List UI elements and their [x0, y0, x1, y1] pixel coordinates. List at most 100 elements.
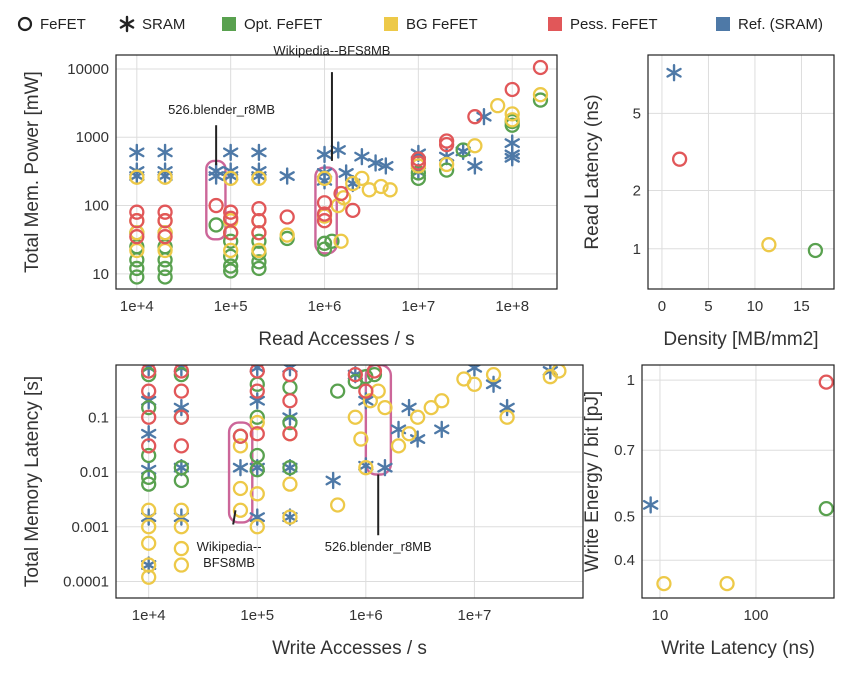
annotation-leader-line	[232, 510, 237, 525]
data-point-opt	[251, 254, 267, 270]
data-point-ref	[249, 392, 265, 410]
data-point-opt	[129, 260, 145, 277]
data-point-bg	[279, 227, 295, 243]
legend-label: Ref. (SRAM)	[738, 16, 823, 33]
data-point-opt	[223, 233, 239, 249]
data-point-bg	[223, 242, 239, 259]
data-point-pess	[223, 210, 239, 226]
data-point-opt	[129, 269, 145, 285]
data-point-pess	[141, 365, 157, 379]
data-point-ref	[354, 147, 370, 166]
data-point-pess	[282, 426, 298, 442]
data-point-opt	[532, 92, 549, 108]
data-point-bg	[390, 438, 407, 454]
data-point-ref	[251, 143, 267, 162]
data-point-ref	[338, 164, 354, 182]
legend-label: SRAM	[142, 16, 185, 33]
plot-area	[648, 55, 834, 289]
data-point-pess	[532, 59, 549, 76]
data-point-opt	[129, 252, 145, 268]
data-point-opt	[330, 383, 346, 399]
data-point-bg	[232, 438, 249, 454]
y-tick-label: 0.1	[88, 409, 109, 426]
data-point-opt	[251, 260, 267, 277]
x-tick-label: 1e+5	[240, 607, 274, 624]
x-axis-label: Write Latency (ns)	[661, 638, 815, 659]
data-point-pess	[129, 204, 145, 220]
data-point-opt	[282, 414, 298, 431]
data-point-bg	[409, 409, 426, 425]
data-point-pess	[438, 136, 455, 153]
data-point-opt	[807, 242, 824, 259]
y-tick-label: 0.4	[614, 552, 635, 569]
panel-latency-vs-write-accesses: 1e+4 1e+5 1e+6 1e+7 0.0001 0.001 0.01 0.1 Write …	[22, 364, 584, 659]
data-point-bg	[249, 519, 265, 535]
data-point-ref	[485, 375, 502, 393]
panel-read-latency-vs-density: 0 5 10 15 1 2 5 Density [MB/mm2] Read Latency (n…	[582, 54, 835, 350]
data-point-ref	[367, 154, 384, 172]
plot-area	[642, 365, 834, 598]
data-point-opt	[316, 235, 333, 251]
data-point-opt	[141, 399, 157, 416]
annotation-label: BFS8MB	[203, 555, 255, 570]
data-point-bg	[249, 486, 265, 502]
data-point-bg	[358, 460, 374, 476]
data-point-bg	[223, 170, 239, 187]
data-point-opt	[141, 476, 157, 492]
data-point-opt	[157, 252, 173, 268]
data-point-bg	[282, 509, 298, 525]
plot-frame	[115, 364, 584, 599]
plot-frame	[647, 54, 835, 290]
data-point-pess	[129, 213, 145, 229]
data-point-ref	[232, 458, 249, 477]
data-point-bg	[249, 414, 265, 431]
data-point-ref	[173, 458, 190, 477]
data-point-pess	[347, 366, 363, 383]
data-point-bg	[423, 399, 439, 416]
data-point-pess	[157, 213, 173, 229]
data-point-ref	[434, 420, 450, 439]
data-point-bg	[330, 497, 346, 513]
data-point-ref	[282, 508, 298, 526]
data-point-pess	[223, 225, 239, 241]
y-tick-label: 1000	[76, 129, 109, 146]
data-point-bg	[347, 409, 363, 425]
plot-frame	[641, 364, 835, 599]
panel-write-energy-vs-write-latency: 10 100 0.4 0.5 0.7 1 Write Latency (ns) Write E…	[582, 364, 835, 659]
data-point-bg	[251, 242, 267, 259]
data-point-bg	[333, 233, 349, 249]
x-tick-label: 1e+4	[132, 607, 166, 624]
y-tick-label: 5	[633, 105, 641, 122]
data-point-ref	[330, 141, 346, 159]
data-point-pess	[173, 438, 190, 454]
x-tick-label: 10	[652, 607, 669, 624]
data-point-pess	[279, 209, 295, 225]
data-point-bg	[173, 540, 190, 557]
data-point-bg	[434, 393, 450, 409]
data-point-opt	[141, 469, 157, 485]
data-point-pess	[173, 409, 190, 425]
plot-frame	[115, 54, 558, 290]
legend-asterisk-marker	[119, 15, 135, 33]
data-point-bg	[719, 575, 735, 592]
data-point-opt	[173, 472, 190, 489]
legend: FeFET SRAM Opt. FeFET BG FeFET Pess. FeFET Re…	[17, 15, 823, 33]
data-point-bg	[490, 98, 506, 114]
data-point-opt	[223, 248, 239, 265]
x-tick-label: 1e+8	[495, 298, 529, 315]
data-point-pess	[467, 109, 483, 125]
data-point-pess	[129, 229, 145, 245]
data-point-pess	[157, 229, 173, 245]
data-point-opt	[438, 162, 455, 178]
legend-circle-marker	[17, 16, 33, 32]
data-point-pess	[671, 151, 688, 167]
data-point-pess	[282, 393, 298, 409]
data-point-pess	[251, 225, 267, 241]
data-point-bg	[373, 178, 389, 195]
data-point-pess	[173, 383, 190, 399]
data-point-pess	[333, 185, 349, 202]
data-point-pess	[249, 383, 265, 399]
data-point-opt	[818, 500, 834, 517]
x-tick-label: 1e+6	[308, 298, 342, 315]
x-tick-label: 1e+6	[349, 607, 383, 624]
